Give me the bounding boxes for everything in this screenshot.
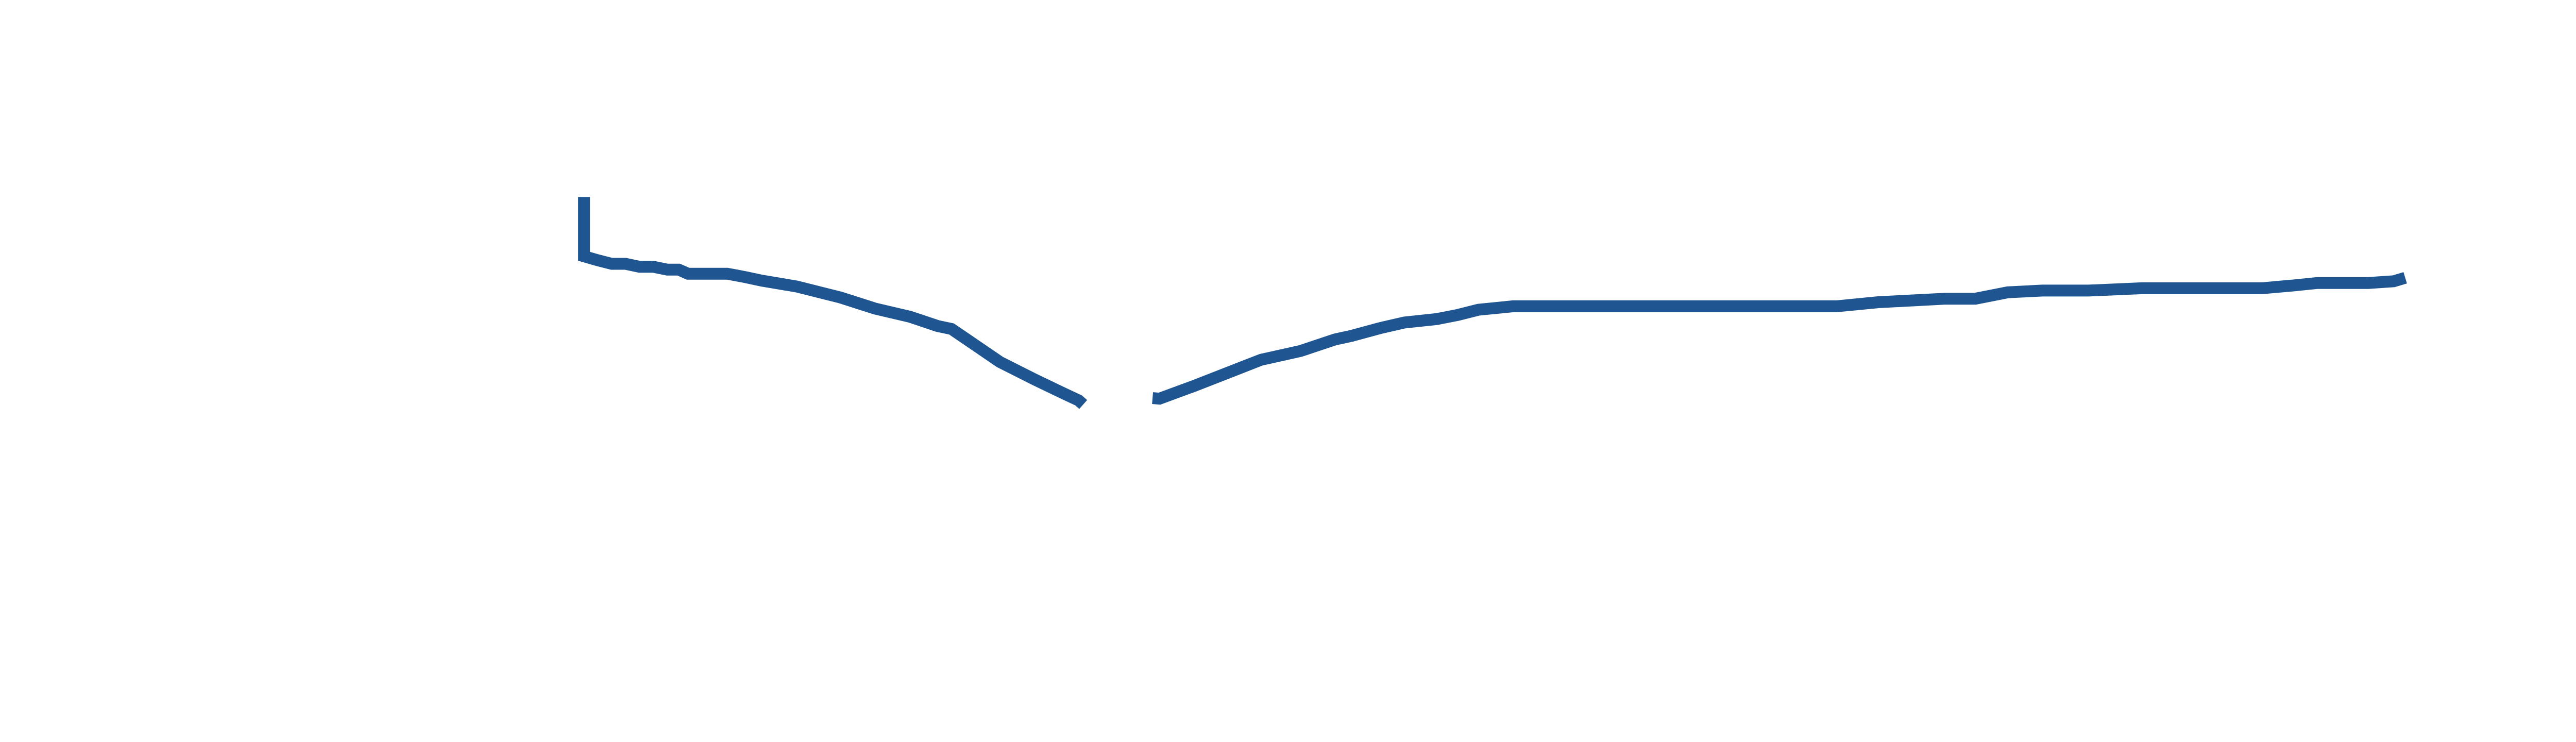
series-line-segment-2 xyxy=(1152,272,2407,405)
plot-area xyxy=(578,197,2407,409)
series-line-segment-1 xyxy=(578,197,1088,409)
series-line xyxy=(578,197,2407,409)
